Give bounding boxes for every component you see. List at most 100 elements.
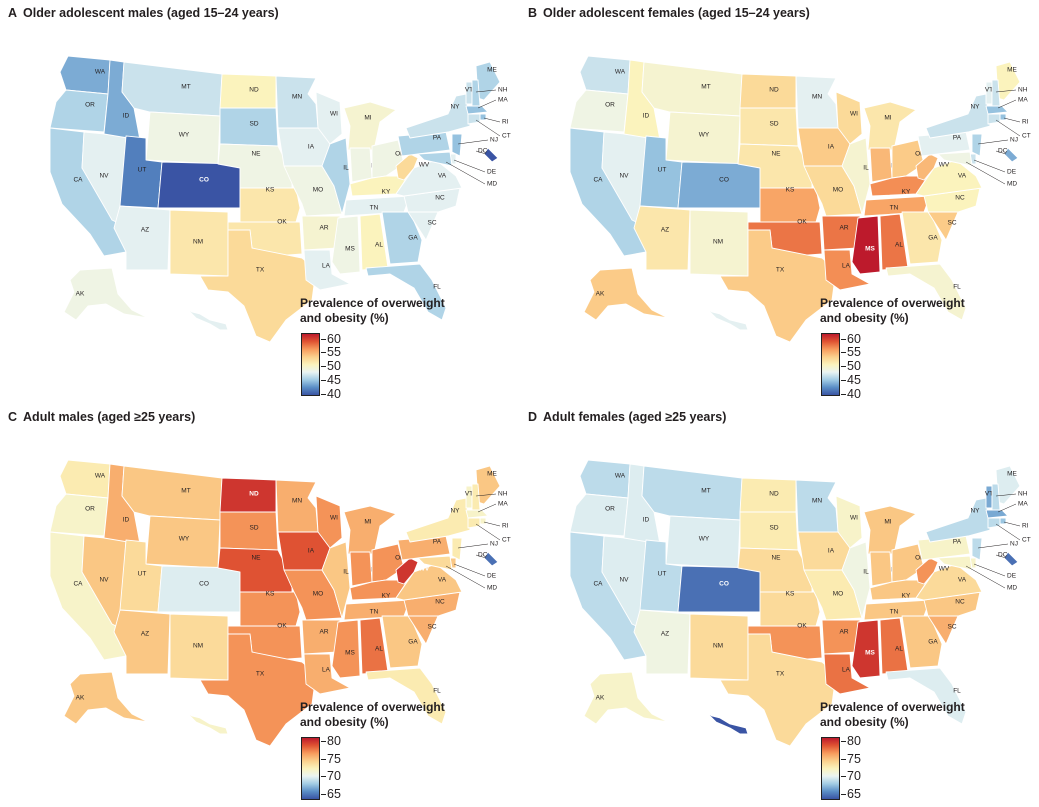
- leader-line-md: [965, 565, 1006, 589]
- state-label-ne: NE: [771, 555, 781, 562]
- state-label-wa: WA: [95, 69, 106, 76]
- leader-line-de: [973, 159, 1006, 173]
- state-label-ia: IA: [828, 548, 835, 555]
- legend-title: Prevalence of overweight and obesity (%): [300, 296, 445, 326]
- panel-title-text: Adult females (aged ≥25 years): [543, 410, 727, 424]
- state-label-fl: FL: [953, 688, 961, 695]
- state-label-nj: NJ: [490, 541, 498, 548]
- state-label-tx: TX: [256, 267, 265, 274]
- state-label-ne: NE: [251, 555, 261, 562]
- legend-tick-label: 65: [841, 787, 861, 802]
- state-label-mi: MI: [364, 519, 371, 526]
- state-co: [677, 565, 761, 613]
- state-ny: [405, 497, 471, 543]
- state-label-mn: MN: [812, 94, 822, 101]
- state-label-oh: OH: [395, 151, 405, 158]
- leader-line-ri: [483, 117, 501, 123]
- state-label-sc: SC: [427, 220, 436, 227]
- leader-line-ri: [1003, 521, 1021, 527]
- leader-line-nj: [977, 543, 1009, 549]
- state-label-ms: MS: [345, 650, 355, 657]
- panel-c: C Adult males (aged ≥25 years) WA OR CA NV ID M…: [0, 404, 519, 807]
- leader-line-ri: [1003, 117, 1021, 123]
- state-label-ny: NY: [450, 508, 460, 515]
- state-mn: [275, 75, 319, 129]
- state-label-ar: AR: [319, 225, 328, 232]
- state-label-ar: AR: [319, 629, 328, 636]
- state-label-mi: MI: [364, 115, 371, 122]
- state-az: [633, 205, 691, 271]
- legend-title-line-1: Prevalence of overweight: [820, 700, 965, 714]
- state-ri: [999, 517, 1007, 525]
- state-tx: [719, 229, 837, 343]
- state-label-wy: WY: [699, 132, 710, 139]
- state-label-sc: SC: [947, 220, 956, 227]
- state-label-vt: VT: [465, 491, 473, 498]
- state-ga: [901, 615, 943, 669]
- state-ct: [987, 113, 1001, 125]
- state-label-ga: GA: [928, 235, 938, 242]
- state-in: [349, 147, 373, 183]
- state-label-mo: MO: [833, 591, 843, 598]
- state-label-wi: WI: [850, 515, 858, 522]
- state-nd: [739, 477, 797, 513]
- state-label-fl: FL: [433, 284, 441, 291]
- state-tx: [719, 633, 837, 747]
- state-ct: [467, 517, 481, 529]
- state-or: [49, 493, 109, 537]
- state-co: [677, 161, 761, 209]
- state-label-fl: FL: [953, 284, 961, 291]
- state-label-ne: NE: [771, 151, 781, 158]
- state-label-ut: UT: [658, 167, 667, 174]
- state-label-me: ME: [487, 67, 497, 74]
- state-label-dc: DC: [998, 148, 1008, 155]
- state-label-id: ID: [643, 517, 650, 524]
- state-wi: [835, 91, 863, 145]
- leader-line-dc: [475, 150, 487, 155]
- state-ri: [999, 113, 1007, 121]
- state-label-mn: MN: [292, 94, 302, 101]
- state-label-la: LA: [842, 263, 851, 270]
- state-nj: [451, 537, 463, 561]
- state-label-ri: RI: [502, 119, 509, 126]
- state-il: [321, 541, 351, 619]
- leader-line-ct: [475, 523, 501, 541]
- state-label-nv: NV: [619, 577, 629, 584]
- legend-tick-label: 75: [841, 751, 861, 766]
- leader-line-ma: [477, 99, 497, 109]
- legend-title-line-1: Prevalence of overweight: [820, 296, 965, 310]
- state-label-ca: CA: [593, 177, 603, 184]
- state-az: [113, 609, 171, 675]
- panel-a: A Older adolescent males (aged 15–24 year…: [0, 0, 519, 403]
- state-nd: [219, 477, 277, 513]
- state-label-mt: MT: [701, 488, 710, 495]
- legend-colorbar: [301, 333, 320, 396]
- leader-line-dc: [995, 554, 1007, 559]
- state-label-co: CO: [719, 177, 729, 184]
- state-label-ks: KS: [266, 187, 275, 194]
- legend-tick-label: 50: [841, 359, 861, 374]
- legend-tick-label: 55: [841, 345, 861, 360]
- state-mt: [641, 465, 743, 521]
- panel-title: A Older adolescent males (aged 15–24 year…: [8, 6, 279, 20]
- state-label-tn: TN: [370, 609, 379, 616]
- state-label-nd: ND: [249, 491, 259, 498]
- state-label-mt: MT: [181, 488, 190, 495]
- state-tx: [199, 633, 317, 747]
- state-label-nd: ND: [249, 87, 259, 94]
- state-label-or: OR: [605, 102, 615, 109]
- state-md: [417, 555, 453, 571]
- state-label-pa: PA: [433, 539, 442, 546]
- state-label-ms: MS: [345, 246, 355, 253]
- legend-title-line-2: and obesity (%): [300, 715, 389, 729]
- state-tx: [199, 229, 317, 343]
- state-label-nc: NC: [435, 599, 445, 606]
- state-label-il: IL: [343, 165, 349, 172]
- state-fl: [885, 263, 967, 321]
- state-label-co: CO: [199, 177, 209, 184]
- legend-title-line-1: Prevalence of overweight: [300, 296, 445, 310]
- state-label-ks: KS: [266, 591, 275, 598]
- state-label-va: VA: [438, 173, 447, 180]
- leader-line-md: [445, 565, 486, 589]
- legend-tick-label: 40: [841, 387, 861, 401]
